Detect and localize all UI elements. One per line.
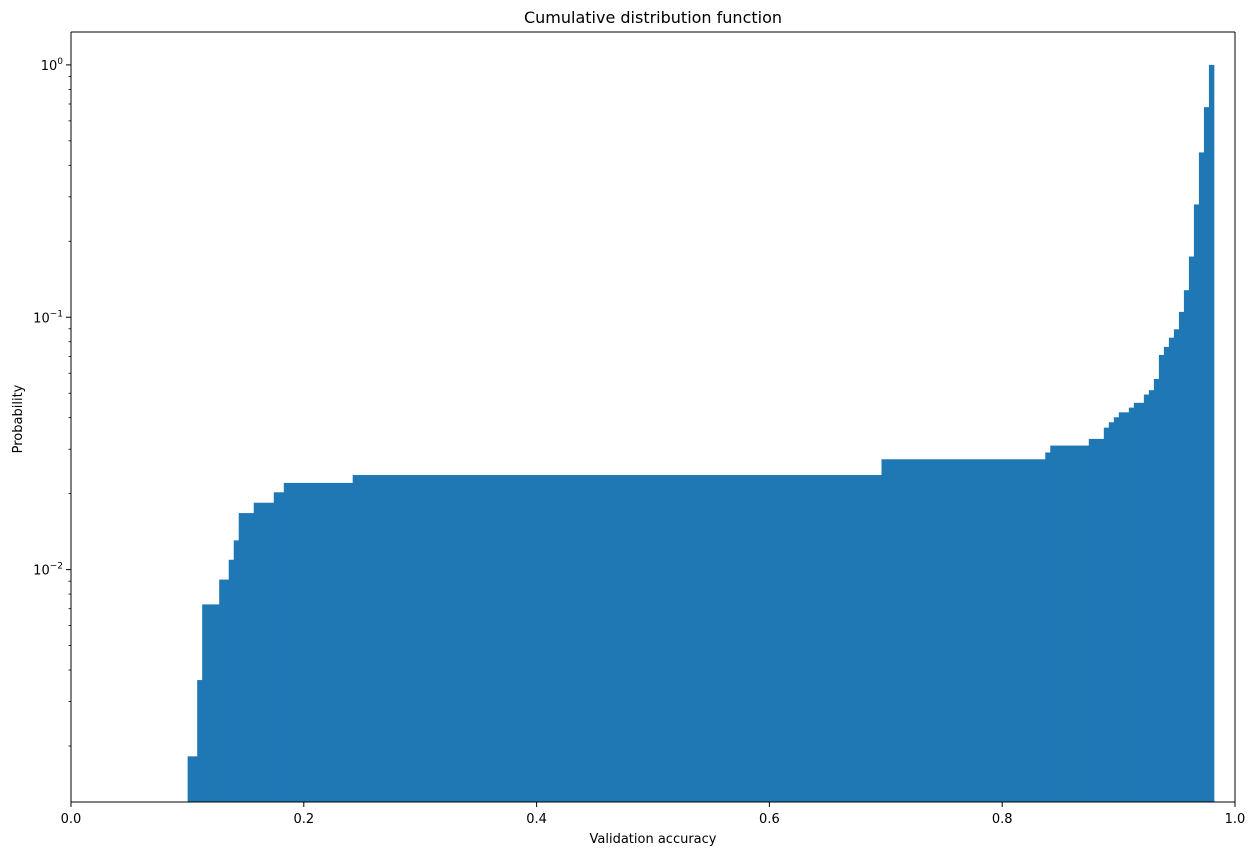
cdf-bar	[219, 579, 230, 802]
cdf-bar	[1128, 407, 1135, 802]
x-tick-label: 0.6	[759, 812, 780, 827]
y-tick-label: 10−2	[33, 562, 63, 579]
cdf-bar	[238, 513, 255, 802]
axes-frame	[70, 31, 1236, 803]
cdf-bar	[1108, 422, 1115, 802]
cdf-bar	[1203, 107, 1210, 802]
cdf-bar	[1193, 204, 1200, 802]
cdf-bar	[1183, 290, 1190, 802]
cdf-bar	[1163, 346, 1170, 802]
cdf-bar	[273, 492, 285, 802]
x-tick-label: 0.8	[992, 812, 1013, 827]
cdf-bar	[233, 540, 240, 802]
cdf-bar	[1208, 64, 1215, 802]
bars-layer	[187, 64, 1215, 802]
y-ticks-layer: 10−2 10−1 100	[33, 57, 71, 747]
cdf-bar	[1133, 402, 1145, 802]
cdf-bar	[1118, 412, 1130, 802]
cdf-bar	[197, 680, 203, 802]
cdf-bar	[1178, 311, 1185, 802]
cdf-bar	[1158, 354, 1165, 802]
cdf-bar	[1103, 427, 1110, 802]
x-tick-label: 0.4	[526, 812, 547, 827]
cdf-bar	[187, 756, 198, 802]
cdf-bar	[283, 482, 354, 802]
y-tick-label: 100	[41, 57, 64, 74]
cdf-bar	[1113, 417, 1120, 802]
y-axis-label: Probability	[11, 384, 26, 453]
x-tick-label: 1.0	[1225, 812, 1246, 827]
x-tick-label: 0.2	[293, 812, 314, 827]
cdf-bar	[1198, 152, 1205, 802]
chart-title: Cumulative distribution function	[524, 8, 782, 27]
cdf-bar	[1148, 390, 1155, 802]
cdf-bar	[1153, 378, 1160, 802]
x-tick-label: 0.0	[61, 812, 82, 827]
cdf-bar	[1088, 438, 1105, 802]
cdf-bar	[1045, 452, 1051, 802]
y-tick-label: 10−1	[33, 309, 63, 326]
cdf-bar	[1050, 445, 1090, 802]
cdf-bar	[228, 559, 235, 802]
cdf-bar	[1173, 329, 1180, 802]
cdf-bar	[352, 475, 882, 802]
x-ticks-layer: 0.0 0.2 0.4 0.6 0.8 1.0	[61, 802, 1246, 827]
cdf-bar	[881, 459, 1046, 802]
cdf-bar	[1188, 256, 1195, 802]
cdf-bar	[253, 502, 275, 802]
cdf-bar	[1168, 337, 1175, 802]
cdf-bar	[1143, 394, 1150, 802]
cdf-bar	[202, 604, 220, 802]
x-axis-label: Validation accuracy	[590, 832, 717, 847]
